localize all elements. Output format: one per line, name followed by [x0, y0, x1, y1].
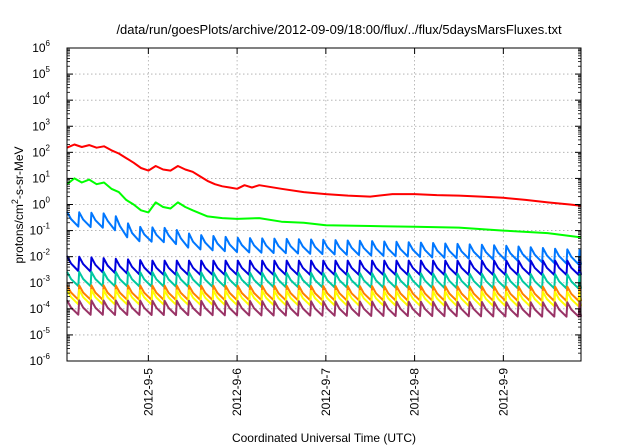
- y-tick-label: 102: [32, 143, 50, 159]
- chart-title: /data/run/goesPlots/archive/2012-09-09/1…: [116, 22, 562, 37]
- series-line-8: [66, 299, 582, 318]
- y-tick-label: 105: [32, 65, 50, 81]
- x-axis-label: Coordinated Universal Time (UTC): [232, 431, 416, 445]
- series-line-4: [66, 255, 582, 276]
- x-tick-label: 2012-9-7: [319, 368, 333, 416]
- series-line-7: [66, 289, 582, 308]
- y-axis-label: protons/cm2-s-sr-MeV: [10, 146, 26, 263]
- x-axis: 2012-9-5 2012-9-6 2012-9-7 2012-9-8 2012-9-9: [141, 48, 510, 416]
- y-tick-label: 106: [32, 39, 50, 55]
- series-line-5: [66, 270, 582, 290]
- series-group: [66, 143, 582, 318]
- y-tick-label: 104: [32, 91, 50, 107]
- series-line-2: [66, 177, 582, 239]
- y-tick-label: 10-1: [30, 222, 51, 238]
- y-tick-label: 10-6: [30, 352, 51, 368]
- x-tick-label: 2012-9-5: [141, 368, 155, 416]
- y-tick-label: 103: [32, 117, 50, 133]
- y-tick-label: 10-3: [30, 274, 51, 290]
- series-line-3: [66, 211, 582, 266]
- x-tick-label: 2012-9-9: [496, 368, 510, 416]
- y-tick-label: 10-4: [30, 300, 51, 316]
- y-axis: 10-6 10-5 10-4 10-3 10-2 10-1 100 101 102 103 104 1…: [30, 39, 581, 368]
- x-tick-label: 2012-9-6: [230, 368, 244, 416]
- series-line-6: [66, 284, 582, 302]
- y-tick-label: 101: [32, 169, 50, 185]
- x-tick-label: 2012-9-8: [408, 368, 422, 416]
- y-tick-label: 100: [32, 196, 50, 212]
- y-tick-label: 10-2: [30, 248, 51, 264]
- y-tick-label: 10-5: [30, 326, 51, 342]
- series-line-1: [66, 143, 582, 207]
